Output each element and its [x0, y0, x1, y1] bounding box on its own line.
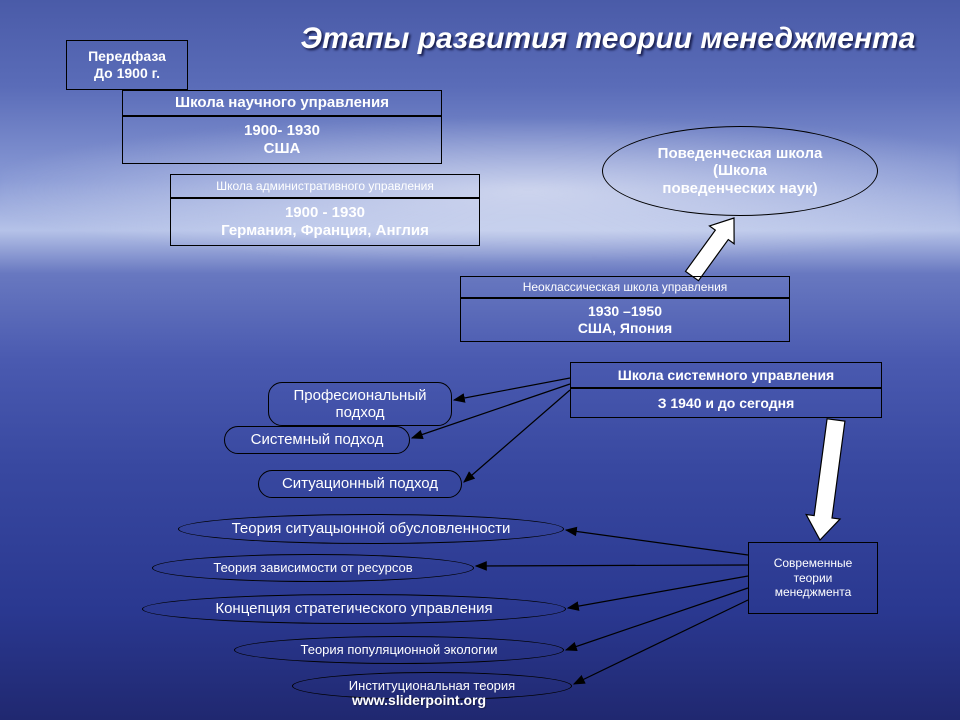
rect-neo-head: Неоклассическая школа управления	[460, 276, 790, 298]
footer-url: www.sliderpoint.org	[352, 692, 486, 708]
ellipse-th-sit: Теория ситуацыонной обусловленности	[178, 514, 564, 544]
round-prof: Професиональныйподход	[268, 382, 452, 426]
rect-admin-body: 1900 - 1930Германия, Франция, Англия	[170, 198, 480, 246]
rect-sys-body: З 1940 и до сегодня	[570, 388, 882, 418]
rect-modern: Современныетеориименеджмента	[748, 542, 878, 614]
rect-admin-head: Школа административного управления	[170, 174, 480, 198]
rect-sci-head: Школа научного управления	[122, 90, 442, 116]
ellipse-th-pop: Теория популяционной экологии	[234, 636, 564, 664]
rect-neo-body: 1930 –1950США, Япония	[460, 298, 790, 342]
slide-title: Этапы развития теории менеджмента	[268, 22, 948, 56]
round-sitp: Ситуационный подход	[258, 470, 462, 498]
rect-sys-head: Школа системного управления	[570, 362, 882, 388]
ellipse-behav: Поведенческая школа(Школаповеденческих н…	[602, 126, 878, 216]
ellipse-th-str: Концепция стратегического управления	[142, 594, 566, 624]
ellipse-th-res: Теория зависимости от ресурсов	[152, 554, 474, 582]
rect-sci-body: 1900- 1930США	[122, 116, 442, 164]
round-sysp: Системный подход	[224, 426, 410, 454]
rect-prephase: ПередфазаДо 1900 г.	[66, 40, 188, 90]
